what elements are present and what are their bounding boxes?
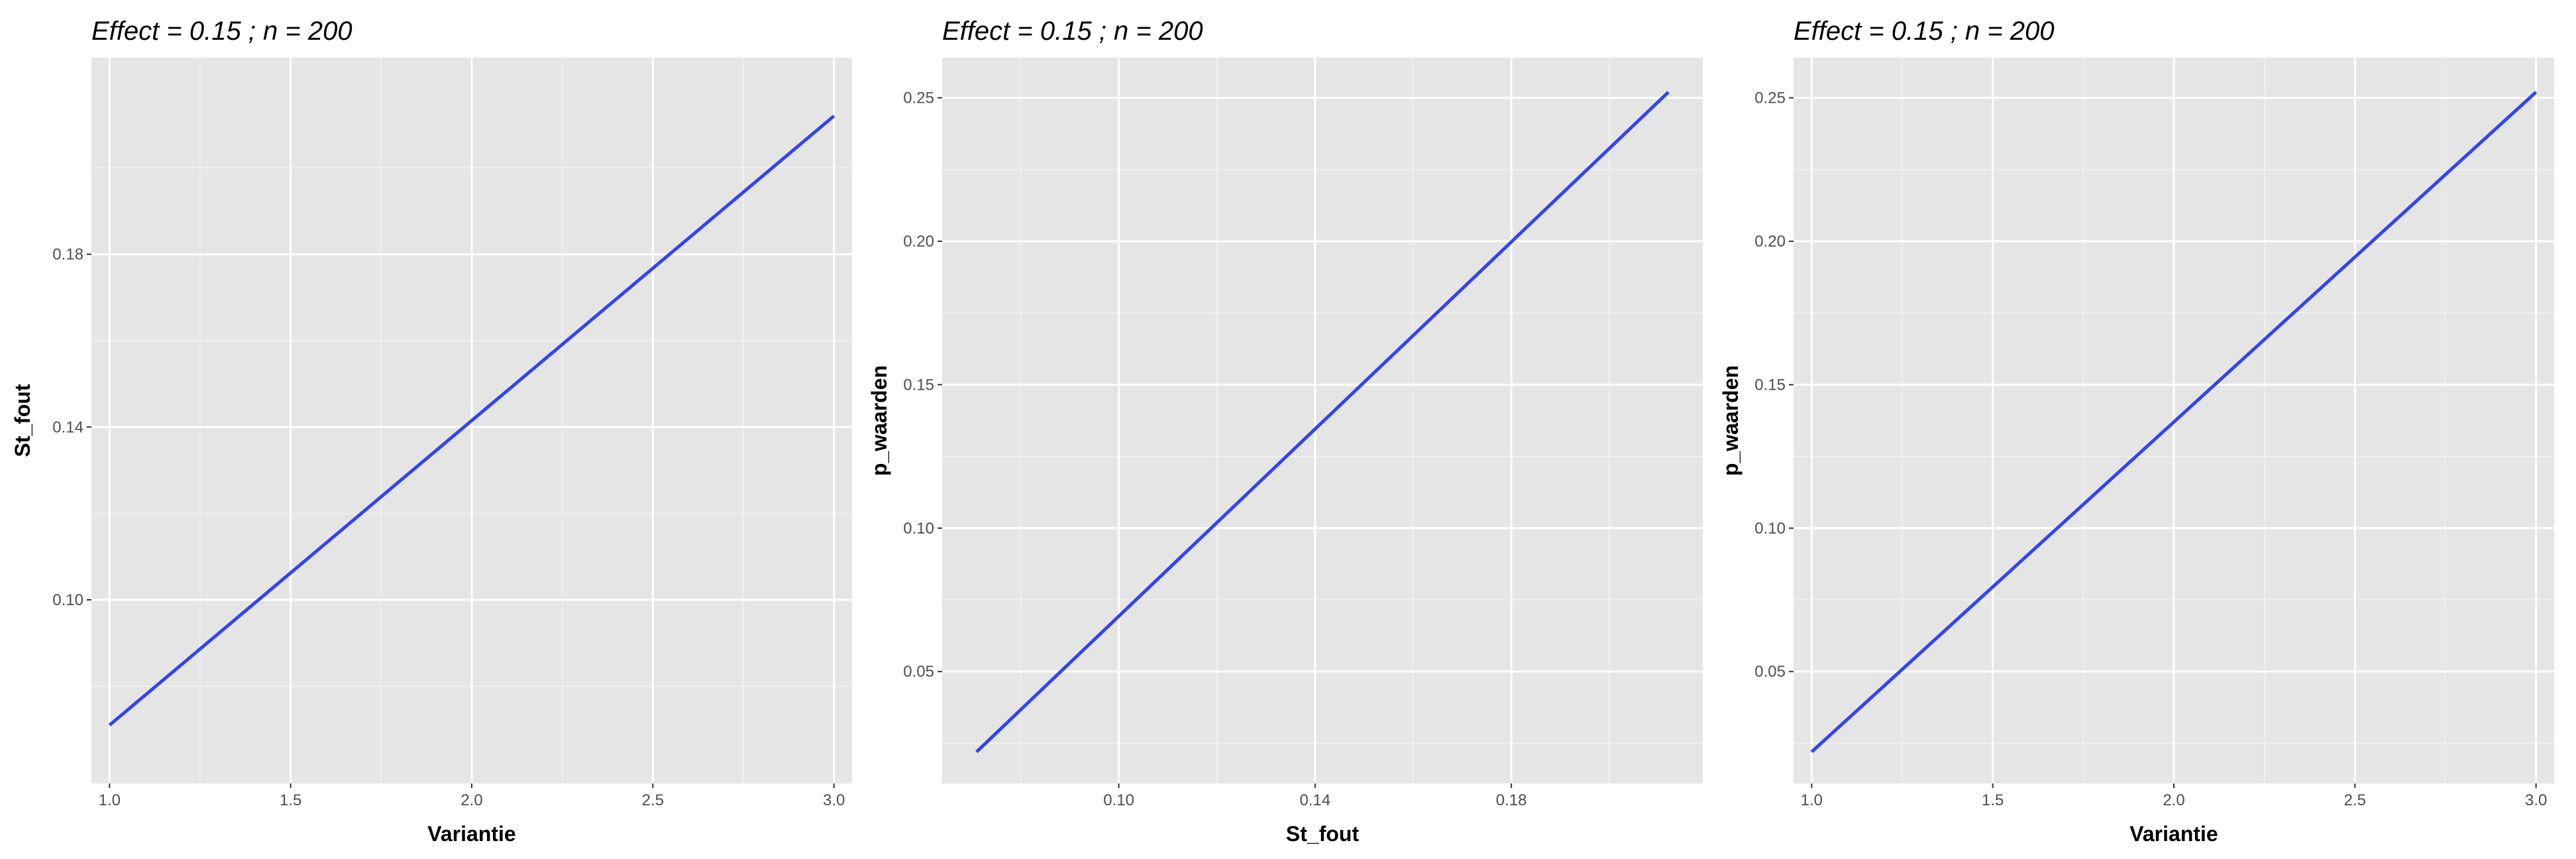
x-tick-label: 1.5: [1982, 791, 2004, 809]
y-tick-label: 0.10: [903, 520, 934, 538]
x-tick-label: 1.5: [280, 791, 301, 809]
y-tick-label: 0.15: [903, 376, 934, 394]
panel-st-fout-vs-p-waarden: 0.10 0.14 0.18 0.05 0.10 0.15 0.20 0.25 Effect =…: [867, 17, 1703, 846]
x-axis-title: Variantie: [427, 822, 515, 846]
y-tick-label: 0.05: [903, 663, 934, 681]
y-tick-label: 0.10: [52, 591, 83, 609]
panel-variantie-vs-p-waarden: 1.0 1.5 2.0 2.5 3.0 0.05 0.10 0.15 0.20 0.25 Effec…: [1719, 17, 2554, 846]
x-axis-title: St_fout: [1286, 822, 1360, 846]
y-tick-label: 0.25: [903, 89, 934, 107]
x-tick-label: 0.14: [1300, 791, 1331, 809]
x-tick-label: 1.0: [99, 791, 121, 809]
x-axis-title: Variantie: [2129, 822, 2218, 846]
y-tick-label: 0.14: [52, 418, 83, 436]
y-axis-title: p_waarden: [1719, 365, 1743, 476]
x-tick-label: 1.0: [1801, 791, 1823, 809]
x-tick-label: 3.0: [2525, 791, 2547, 809]
x-tick-label: 0.10: [1103, 791, 1134, 809]
y-tick-label: 0.15: [1754, 376, 1786, 394]
x-tick-label: 0.18: [1496, 791, 1527, 809]
x-tick-label: 2.0: [2163, 791, 2184, 809]
x-tick-label: 2.5: [642, 791, 664, 809]
y-tick-label: 0.25: [1754, 89, 1786, 107]
series-line: [108, 115, 835, 726]
series-line: [975, 91, 1670, 754]
y-tick-label: 0.10: [1754, 520, 1786, 538]
panel-variantie-vs-st-fout: 1.0 1.5 2.0 2.5 3.0 0.10 0.14 0.18 Effect = 0.15…: [11, 17, 852, 846]
y-tick-label: 0.05: [1754, 663, 1786, 681]
y-axis-title: p_waarden: [867, 365, 891, 476]
y-tick-label: 0.20: [1754, 233, 1786, 251]
panel-title: Effect = 0.15 ; n = 200: [91, 17, 352, 46]
panel-title: Effect = 0.15 ; n = 200: [1794, 17, 2055, 46]
y-tick-label: 0.18: [52, 246, 83, 264]
x-tick-label: 2.5: [2344, 791, 2366, 809]
x-tick-label: 2.0: [460, 791, 482, 809]
panel-title: Effect = 0.15 ; n = 200: [942, 17, 1203, 46]
series-line: [1810, 91, 2538, 754]
x-tick-label: 3.0: [823, 791, 845, 809]
y-tick-label: 0.20: [903, 233, 934, 251]
y-axis-title: St_fout: [11, 384, 34, 457]
